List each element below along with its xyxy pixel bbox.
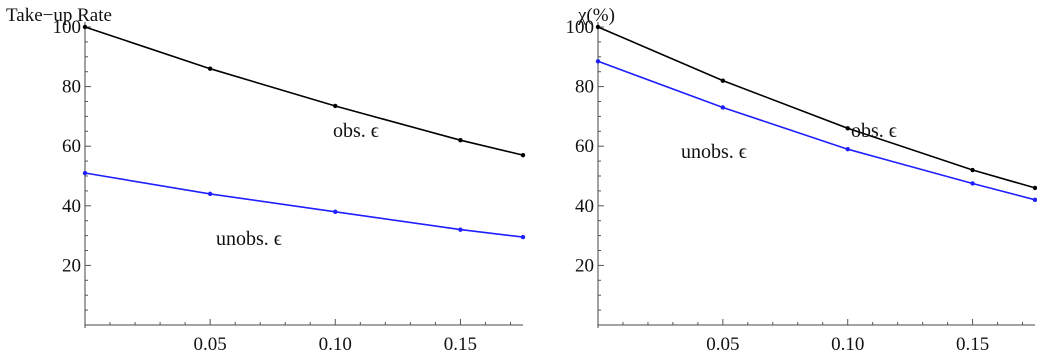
y-tick-label: 100	[566, 17, 595, 38]
take-up-rate-chart: 20 40 60 80 100 0.05 0.10 0.15 Take−up Rate obs. …	[6, 5, 526, 355]
data-point	[333, 103, 338, 109]
y-axis-title: χ(%)	[577, 5, 615, 26]
y-tick-label: 100	[53, 17, 82, 38]
y-tick-label: 40	[62, 196, 81, 217]
y-tick-label: 40	[575, 196, 594, 217]
data-point	[970, 167, 975, 173]
y-tick-label: 20	[62, 255, 81, 276]
y-tick-label: 60	[575, 136, 594, 157]
data-point	[82, 24, 88, 30]
x-tick-label: 0.05	[194, 334, 227, 355]
y-tick-label: 60	[62, 136, 81, 157]
data-point	[458, 227, 463, 232]
data-point	[595, 24, 601, 30]
data-point	[520, 234, 526, 240]
x-tick-label: 0.10	[319, 334, 352, 355]
data-point	[720, 105, 726, 110]
x-tick-label: 0.15	[444, 334, 477, 355]
x-tick-label: 0.15	[956, 334, 989, 355]
x-tick-label: 0.05	[706, 334, 739, 355]
data-point	[207, 66, 213, 71]
data-point	[333, 209, 338, 214]
data-point	[845, 126, 850, 131]
y-tick-label: 20	[575, 255, 594, 276]
y-axis-title: Take−up Rate	[6, 5, 112, 26]
series-label-unobs: unobs. ϵ	[681, 141, 747, 163]
data-point	[82, 170, 88, 176]
data-point	[1032, 185, 1037, 191]
series-line-unobs	[84, 172, 524, 238]
y-tick-label: 80	[575, 77, 594, 98]
chi-percent-chart: 20 40 60 80 100 0.05 0.10 0.15 χ(%) obs. ϵ unobs. …	[566, 5, 1037, 355]
data-point	[595, 59, 601, 64]
series-label-unobs: unobs. ϵ	[216, 228, 282, 250]
x-tick-label: 0.10	[831, 334, 864, 355]
data-point	[720, 78, 726, 83]
data-point	[1032, 197, 1037, 203]
data-point	[458, 138, 463, 143]
data-point	[520, 152, 526, 158]
series-line-obs	[597, 26, 1036, 189]
series-label-obs: obs. ϵ	[851, 120, 897, 142]
data-point	[207, 191, 213, 197]
series-label-obs: obs. ϵ	[333, 120, 379, 142]
data-point	[845, 146, 850, 152]
y-tick-label: 80	[62, 77, 81, 98]
data-point	[970, 181, 975, 186]
series-line-obs	[84, 26, 524, 156]
series-line-unobs	[597, 60, 1036, 201]
